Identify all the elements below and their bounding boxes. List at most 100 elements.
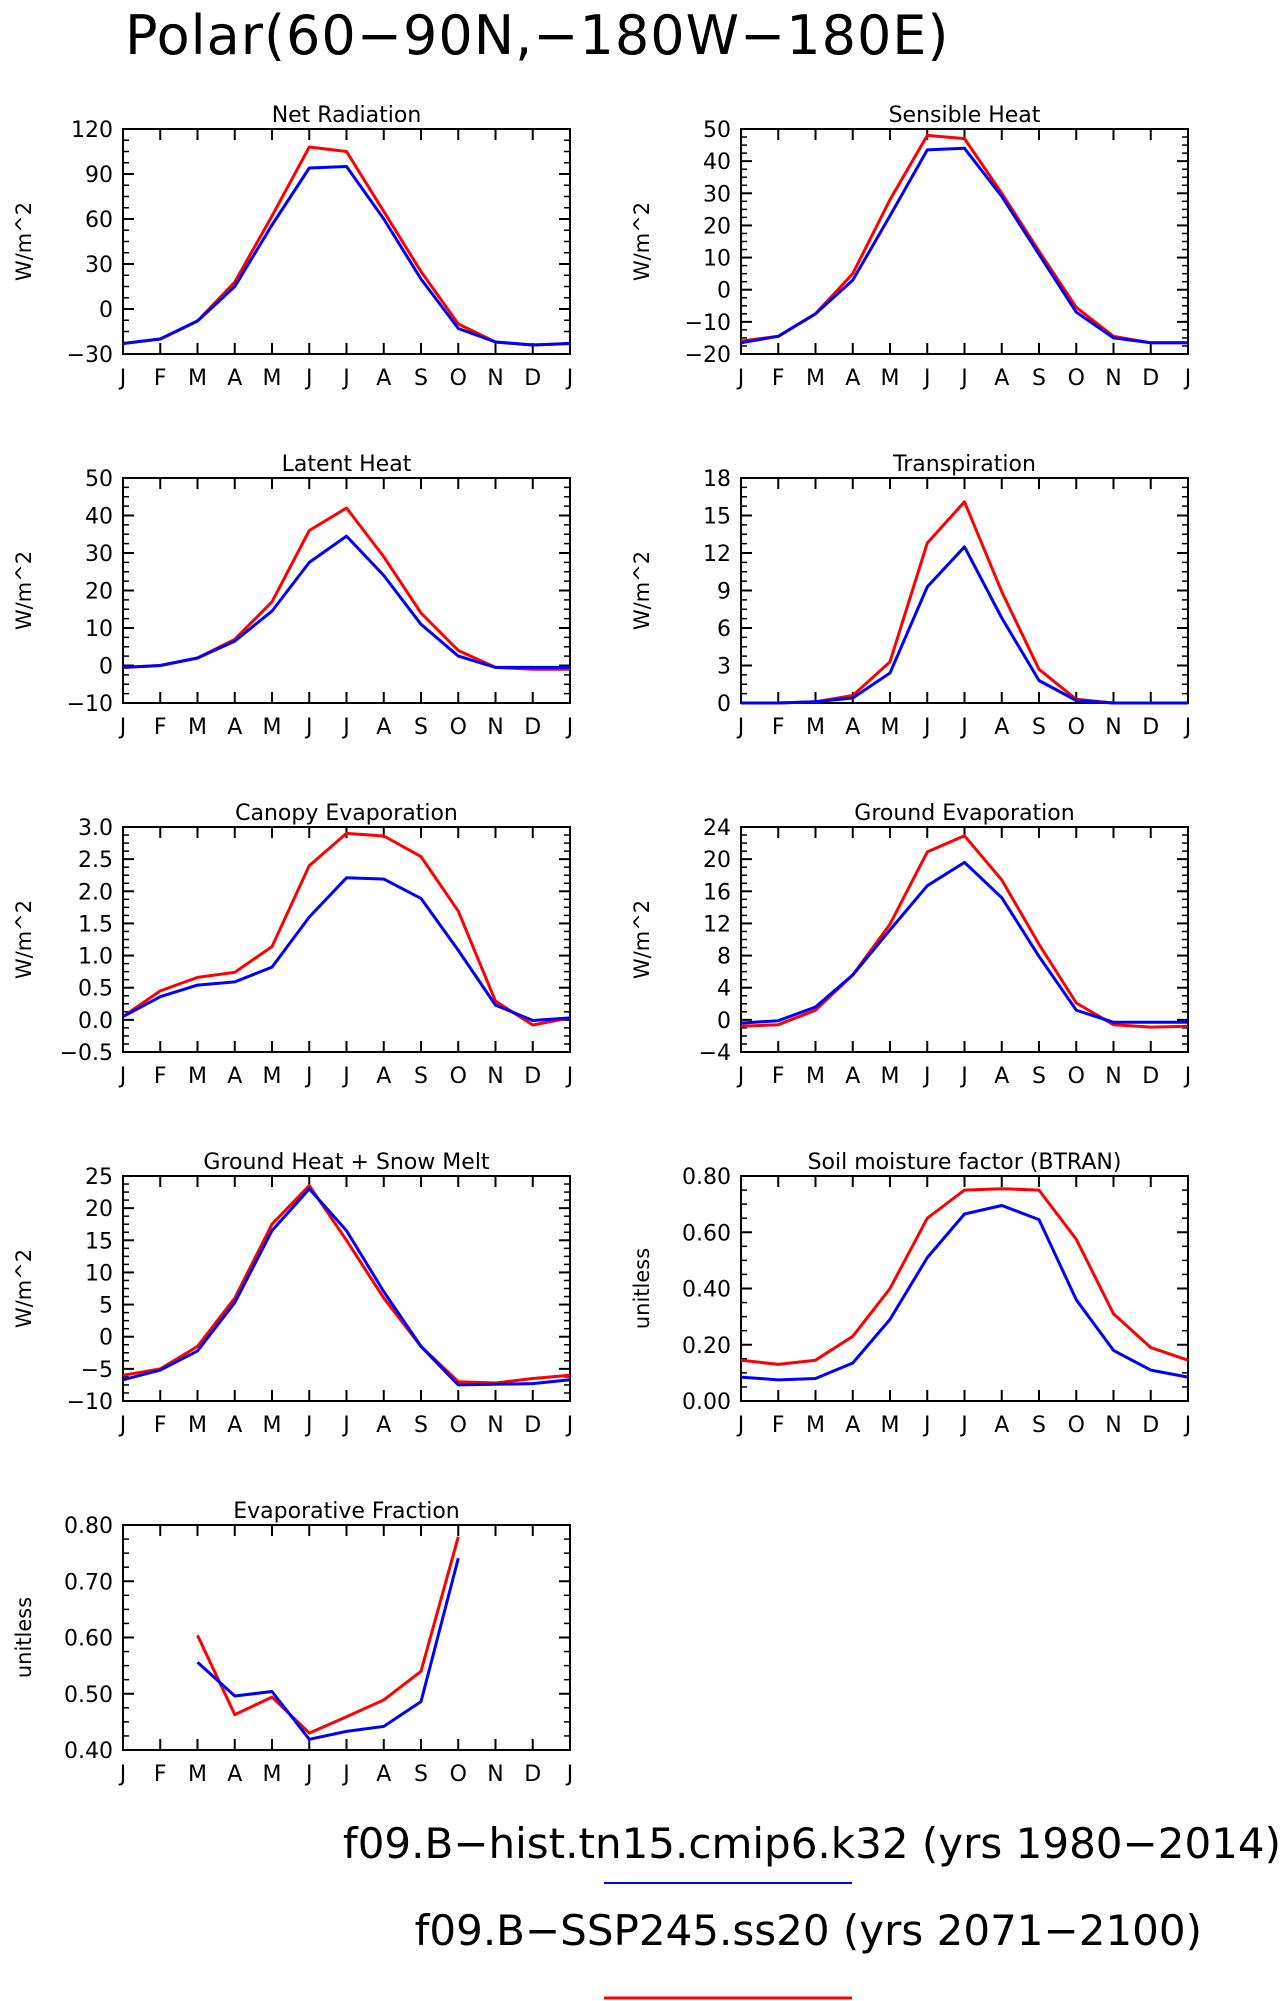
- page-title: Polar(60−90N,−180W−180E): [125, 4, 949, 67]
- x-tick-label: A: [227, 366, 242, 391]
- plot-frame: [740, 477, 1189, 704]
- x-tick-label: J: [959, 366, 968, 391]
- series-line-ssp245: [196, 1536, 460, 1735]
- x-tick-label: S: [1032, 366, 1046, 391]
- y-tick-label: 9: [717, 580, 731, 605]
- series-line-hist: [122, 165, 571, 347]
- x-tick-label: M: [263, 366, 282, 391]
- x-tick-label: M: [188, 715, 207, 740]
- y-tick-label: −10: [685, 311, 731, 336]
- x-tick-label: J: [922, 1064, 931, 1089]
- y-tick-label: 0.5: [78, 977, 113, 1002]
- x-tick-label: M: [881, 366, 900, 391]
- x-tick-label: M: [806, 366, 825, 391]
- series-line-ssp245: [740, 834, 1189, 1029]
- y-tick-label: 50: [703, 118, 731, 143]
- panel-title: Ground Heat + Snow Melt: [203, 1150, 490, 1175]
- y-tick-label: 0: [717, 279, 731, 304]
- y-tick-label: 30: [703, 182, 731, 207]
- panel-title: Ground Evaporation: [854, 801, 1074, 826]
- series-line-ssp245: [741, 500, 1188, 705]
- y-tick-label: 0.70: [64, 1570, 113, 1595]
- x-tick-label: O: [1068, 1413, 1085, 1438]
- x-tick-label: F: [154, 1762, 167, 1787]
- y-tick-label: 25: [85, 1165, 113, 1190]
- y-tick-label: 10: [85, 1261, 113, 1286]
- panel-title: Soil moisture factor (BTRAN): [808, 1150, 1122, 1175]
- x-tick-label: S: [414, 715, 428, 740]
- y-axis-label: W/m^2: [630, 551, 654, 630]
- x-tick-label: J: [341, 1762, 350, 1787]
- y-tick-label: 0.80: [64, 1514, 113, 1539]
- y-tick-label: 15: [85, 1229, 113, 1254]
- x-tick-label: A: [845, 366, 860, 391]
- x-tick-label: S: [414, 366, 428, 391]
- y-axis-label: W/m^2: [12, 202, 36, 281]
- x-tick-label: J: [736, 1064, 745, 1089]
- y-tick-label: 1.0: [78, 945, 113, 970]
- x-tick-label: D: [524, 1064, 541, 1089]
- series-line-ssp245: [122, 831, 571, 1027]
- x-tick-label: O: [450, 1413, 467, 1438]
- y-tick-label: 0.40: [682, 1278, 731, 1303]
- x-tick-label: A: [376, 1413, 391, 1438]
- x-tick-label: S: [414, 1064, 428, 1089]
- y-tick-label: 0: [717, 1009, 731, 1034]
- x-tick-label: J: [341, 1064, 350, 1089]
- x-tick-label: A: [227, 715, 242, 740]
- x-tick-label: A: [227, 1064, 242, 1089]
- y-tick-label: 120: [71, 118, 113, 143]
- x-tick-label: F: [154, 1064, 167, 1089]
- y-tick-label: 2.5: [78, 848, 113, 873]
- x-tick-label: D: [524, 366, 541, 391]
- x-tick-label: J: [565, 1762, 574, 1787]
- x-tick-label: F: [772, 1413, 785, 1438]
- x-tick-label: F: [154, 366, 167, 391]
- y-tick-label: 12: [703, 912, 731, 937]
- y-tick-label: −10: [67, 692, 113, 717]
- series-line-hist: [122, 1187, 571, 1387]
- y-axis-label: W/m^2: [12, 900, 36, 979]
- y-tick-label: 0.40: [64, 1739, 113, 1764]
- x-tick-label: J: [959, 715, 968, 740]
- y-tick-label: 3: [717, 655, 731, 680]
- x-tick-label: M: [263, 715, 282, 740]
- x-tick-label: D: [1142, 366, 1159, 391]
- x-tick-label: N: [487, 1762, 503, 1787]
- x-tick-label: A: [994, 1413, 1009, 1438]
- x-tick-label: A: [845, 1064, 860, 1089]
- y-tick-label: 4: [717, 977, 731, 1002]
- y-tick-label: 50: [85, 467, 113, 492]
- y-tick-label: 12: [703, 542, 731, 567]
- x-tick-label: M: [806, 1413, 825, 1438]
- y-tick-label: 0: [99, 655, 113, 680]
- x-tick-label: M: [263, 1064, 282, 1089]
- x-tick-label: J: [922, 1413, 931, 1438]
- panel-5: Canopy Evaporation W/m^2 −0.5 0.0 0.5 1.0 1.5 2…: [12, 801, 573, 1089]
- x-tick-label: J: [118, 715, 127, 740]
- x-tick-label: J: [1183, 366, 1192, 391]
- x-tick-label: J: [565, 1064, 574, 1089]
- panel-title: Sensible Heat: [889, 103, 1041, 128]
- y-tick-label: −10: [67, 1390, 113, 1415]
- x-tick-label: M: [806, 1064, 825, 1089]
- x-tick-label: O: [1068, 715, 1085, 740]
- y-tick-label: 20: [85, 580, 113, 605]
- x-tick-label: A: [994, 1064, 1009, 1089]
- y-tick-label: 8: [717, 945, 731, 970]
- x-tick-label: S: [1032, 1064, 1046, 1089]
- x-tick-label: J: [118, 1762, 127, 1787]
- x-tick-label: O: [1068, 1064, 1085, 1089]
- x-tick-label: F: [154, 715, 167, 740]
- x-tick-label: N: [1105, 1064, 1121, 1089]
- y-tick-label: −4: [699, 1041, 731, 1066]
- x-tick-label: O: [1068, 366, 1085, 391]
- x-tick-label: J: [304, 1064, 313, 1089]
- y-tick-label: 10: [85, 617, 113, 642]
- x-tick-label: A: [376, 366, 391, 391]
- x-tick-label: F: [772, 366, 785, 391]
- x-tick-label: M: [881, 1413, 900, 1438]
